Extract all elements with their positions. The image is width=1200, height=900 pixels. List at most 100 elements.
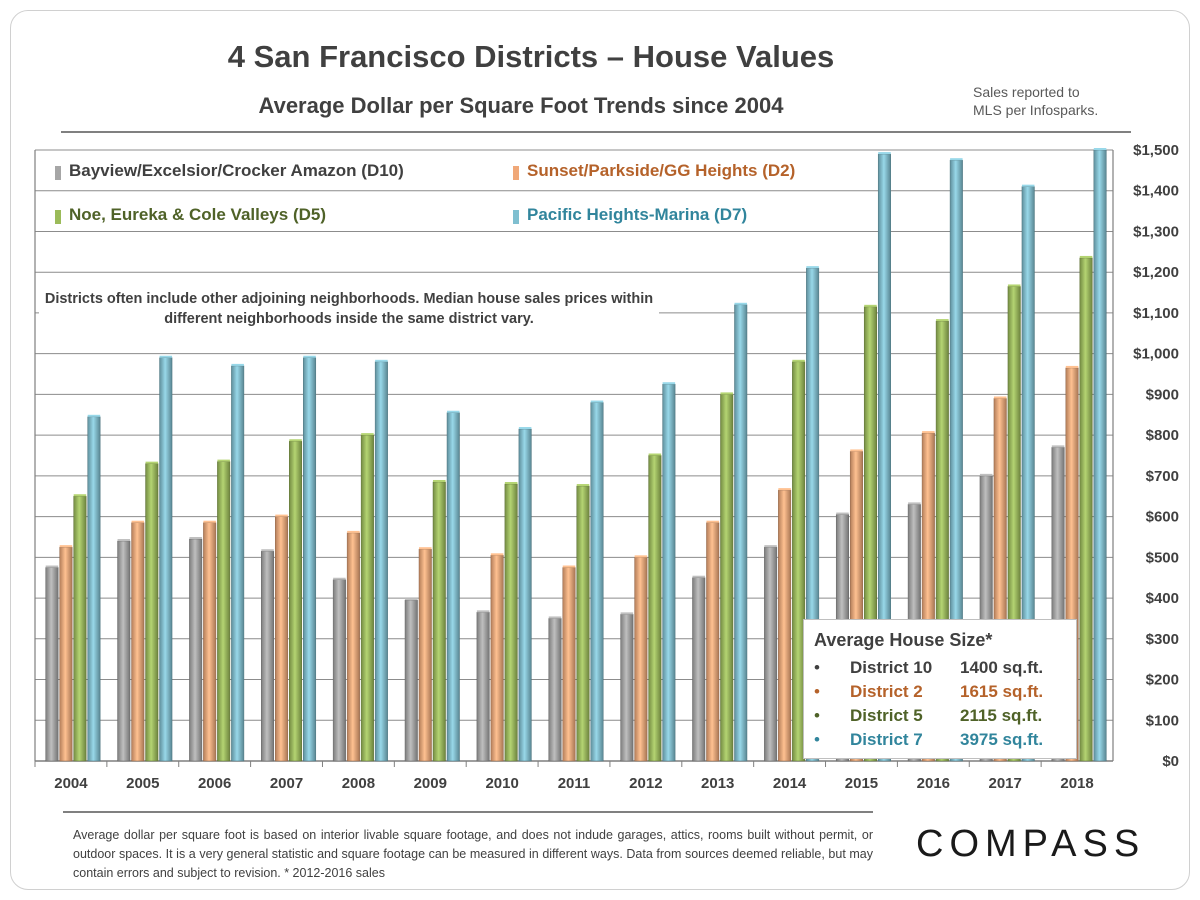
bar-cap [979,473,993,476]
district-name: District 2 [850,682,923,701]
bar-cap [576,484,590,487]
bar [275,516,289,762]
district-size: 1615 sq.ft. [960,682,1044,701]
x-tick-label: 2008 [342,775,375,792]
y-tick-label: $500 [1146,549,1179,566]
bar-cap [117,539,131,542]
bar-cap [950,158,963,161]
bar-cap [231,363,244,366]
bar [648,455,662,762]
bar [476,612,490,762]
bar-cap [261,549,274,552]
bar [59,546,73,762]
district-size: 1400 sq.ft. [960,658,1044,677]
y-tick-label: $1,300 [1133,223,1179,240]
bar [117,540,131,762]
district-name: District 7 [850,730,923,749]
x-tick-label: 2014 [773,775,807,792]
bar [159,357,173,762]
bar-cap [778,488,791,491]
bar [332,579,346,762]
legend-swatch [513,210,519,224]
bar [261,550,275,762]
bar-cap [59,545,73,548]
y-tick-label: $0 [1162,753,1179,770]
bar-cap [289,439,302,442]
x-tick-label: 2005 [126,775,159,792]
chart-title: 4 San Francisco Districts – House Values [227,39,835,74]
district-size: 3975 sq.ft. [960,730,1044,749]
bar-cap [590,400,604,403]
districts-note: Districts often include other adjoining … [39,289,659,329]
bar [764,546,778,762]
bar-cap [634,555,648,558]
legend-label: Bayview/Excelsior/Crocker Amazon (D10) [69,161,404,180]
source-note: Sales reported to MLS per Infosparks. [973,83,1143,119]
bullet: • [814,730,820,749]
bar [562,567,576,762]
bar-cap [1021,184,1035,187]
x-tick-label: 2007 [270,775,303,792]
y-tick-label: $1,400 [1133,183,1179,200]
y-tick-label: $600 [1146,509,1179,526]
bar-cap [648,453,662,456]
legend-swatch [55,166,61,180]
bar-cap [45,565,59,568]
legend-label: Pacific Heights-Marina (D7) [527,205,748,224]
district-size: 2115 sq.ft. [960,706,1043,725]
bar [692,577,706,762]
bar-cap [518,427,532,430]
bar-cap [1007,284,1021,287]
compass-logo: COMPASS [916,823,1146,865]
x-tick-label: 2009 [414,775,447,792]
x-tick-label: 2018 [1060,775,1093,792]
y-tick-label: $800 [1146,427,1179,444]
bar [145,463,159,762]
x-tick-label: 2010 [485,775,518,792]
bar-cap [792,359,805,362]
bar-cap [993,396,1007,399]
bar-cap [620,612,634,615]
bar [289,440,303,762]
bar [590,402,604,762]
y-tick-label: $700 [1146,468,1179,485]
house-size-row: • District 7 3975 sq.ft. [814,730,1074,750]
house-size-row: • District 2 1615 sq.ft. [814,682,1074,702]
bar [203,522,217,762]
bar-cap [490,553,504,556]
bar-cap [662,382,676,385]
source-note-line: MLS per Infosparks. [973,102,1099,118]
bar-cap [347,530,360,533]
house-size-row: • District 10 1400 sq.ft. [814,658,1074,678]
source-note-line: Sales reported to [973,84,1080,100]
bar-cap [504,482,518,485]
y-tick-label: $1,200 [1133,264,1179,281]
bar [432,481,446,762]
bullet: • [814,658,820,677]
y-tick-label: $1,100 [1133,305,1179,322]
y-tick-label: $1,000 [1133,346,1179,363]
bar-cap [159,355,173,358]
bullet: • [814,706,820,725]
bar-cap [764,545,777,548]
bar [189,538,203,762]
legend-label: Sunset/Parkside/GG Heights (D2) [527,161,796,180]
bar-cap [548,616,562,619]
x-tick-label: 2015 [845,775,878,792]
bar-cap [333,577,346,580]
footnote-divider [63,811,873,813]
bar-cap [375,359,388,362]
x-tick-label: 2017 [989,775,1022,792]
bar-cap [692,575,705,578]
bar [634,557,648,762]
bar [490,555,504,762]
bar [734,304,748,762]
bar [662,383,676,762]
bar [217,461,231,762]
bar [404,599,418,762]
district-name: District 10 [850,658,933,677]
bar-cap [447,410,460,413]
x-tick-label: 2004 [54,775,88,792]
bar [346,532,360,762]
bar [374,361,388,762]
